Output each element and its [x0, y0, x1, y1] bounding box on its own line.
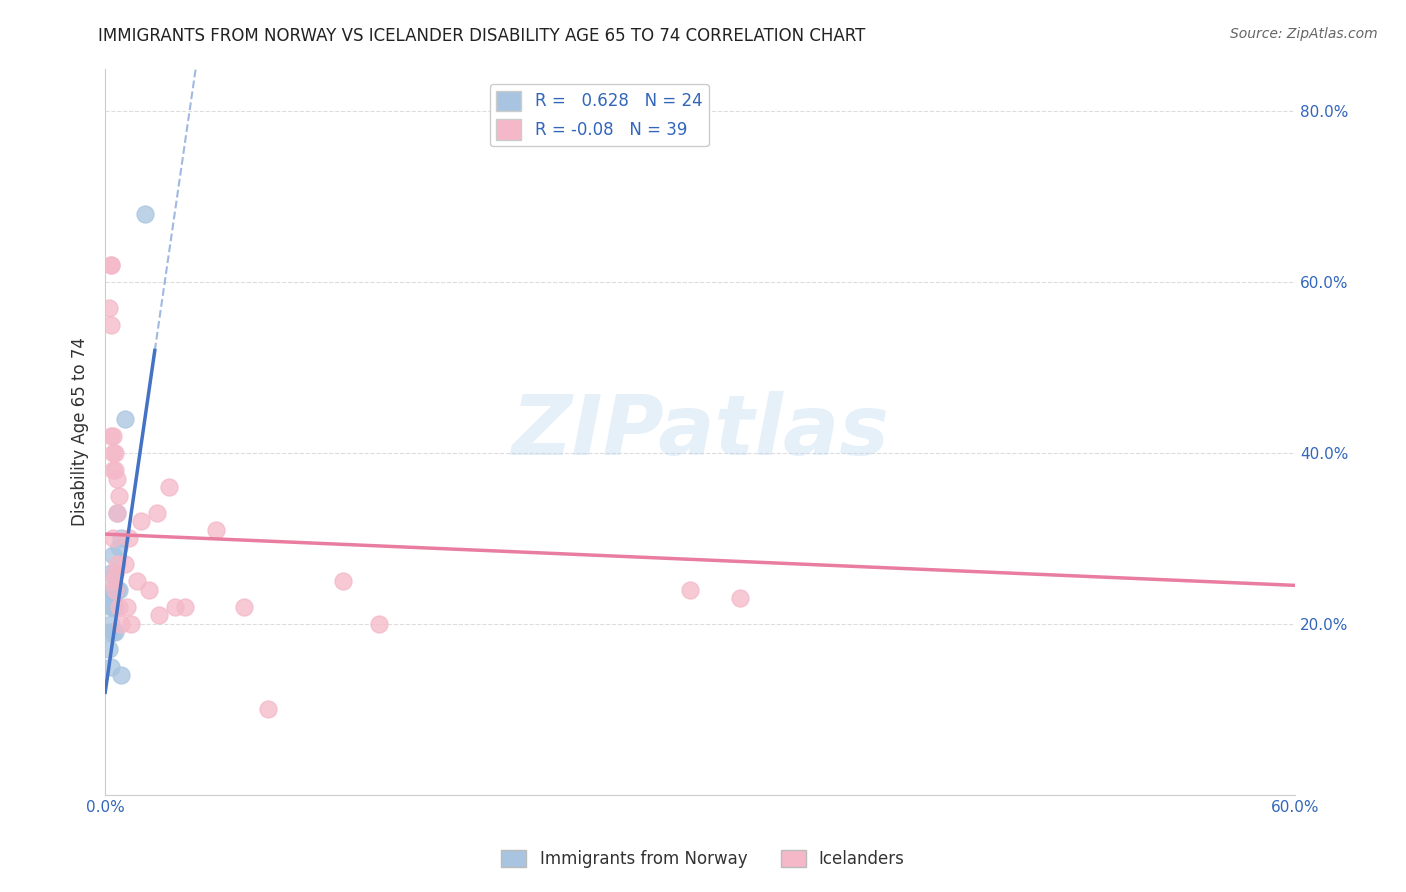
Point — [108, 540, 131, 554]
Point — [368, 616, 391, 631]
Point — [101, 599, 124, 614]
Point — [98, 642, 121, 657]
Point — [146, 506, 169, 520]
Point — [114, 557, 136, 571]
Point — [148, 608, 170, 623]
Point — [233, 599, 256, 614]
Point — [110, 616, 132, 631]
Point — [101, 574, 124, 588]
Point — [101, 446, 124, 460]
Point — [101, 549, 124, 563]
Point — [163, 599, 186, 614]
Point — [100, 582, 122, 597]
Point — [101, 532, 124, 546]
Point — [108, 489, 131, 503]
Point — [100, 318, 122, 332]
Point — [104, 582, 127, 597]
Point — [728, 591, 751, 606]
Text: ZIPatlas: ZIPatlas — [512, 391, 889, 472]
Point — [100, 258, 122, 272]
Point — [118, 532, 141, 546]
Legend: Immigrants from Norway, Icelanders: Immigrants from Norway, Icelanders — [495, 843, 911, 875]
Point — [104, 582, 127, 597]
Point — [100, 429, 122, 443]
Point — [257, 702, 280, 716]
Point — [104, 566, 127, 580]
Point — [100, 616, 122, 631]
Point — [205, 523, 228, 537]
Point — [101, 429, 124, 443]
Text: IMMIGRANTS FROM NORWAY VS ICELANDER DISABILITY AGE 65 TO 74 CORRELATION CHART: IMMIGRANTS FROM NORWAY VS ICELANDER DISA… — [98, 27, 866, 45]
Point — [105, 506, 128, 520]
Point — [101, 463, 124, 477]
Point — [332, 574, 354, 588]
Point — [129, 514, 152, 528]
Point — [105, 506, 128, 520]
Point — [98, 591, 121, 606]
Point — [679, 582, 702, 597]
Point — [105, 582, 128, 597]
Point — [114, 412, 136, 426]
Point — [100, 659, 122, 673]
Point — [138, 582, 160, 597]
Point — [100, 258, 122, 272]
Point — [173, 599, 195, 614]
Point — [100, 599, 122, 614]
Point — [125, 574, 148, 588]
Point — [105, 472, 128, 486]
Point — [101, 625, 124, 640]
Point — [98, 301, 121, 315]
Point — [104, 566, 127, 580]
Point — [120, 616, 142, 631]
Point — [104, 599, 127, 614]
Point — [104, 463, 127, 477]
Point — [157, 480, 180, 494]
Point — [115, 599, 138, 614]
Point — [98, 625, 121, 640]
Point — [110, 668, 132, 682]
Point — [100, 566, 122, 580]
Text: Source: ZipAtlas.com: Source: ZipAtlas.com — [1230, 27, 1378, 41]
Point — [134, 207, 156, 221]
Point — [108, 582, 131, 597]
Y-axis label: Disability Age 65 to 74: Disability Age 65 to 74 — [72, 337, 89, 526]
Point — [108, 599, 131, 614]
Point — [101, 591, 124, 606]
Point — [110, 532, 132, 546]
Legend: R =   0.628   N = 24, R = -0.08   N = 39: R = 0.628 N = 24, R = -0.08 N = 39 — [489, 84, 709, 146]
Point — [105, 557, 128, 571]
Point — [104, 446, 127, 460]
Point — [104, 625, 127, 640]
